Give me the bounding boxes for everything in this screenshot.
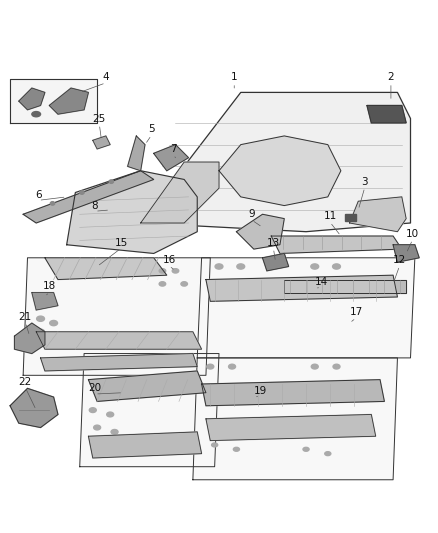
Ellipse shape <box>159 282 166 286</box>
Polygon shape <box>80 353 219 467</box>
Polygon shape <box>206 275 397 301</box>
Polygon shape <box>393 245 419 262</box>
Ellipse shape <box>94 425 101 430</box>
Polygon shape <box>206 415 376 441</box>
Ellipse shape <box>89 408 96 413</box>
Polygon shape <box>41 353 197 371</box>
Text: 2: 2 <box>388 72 394 82</box>
Ellipse shape <box>212 443 218 447</box>
Polygon shape <box>201 379 385 406</box>
Ellipse shape <box>332 264 340 269</box>
Ellipse shape <box>50 201 55 205</box>
Text: 19: 19 <box>254 385 267 395</box>
Polygon shape <box>45 258 167 279</box>
Ellipse shape <box>311 364 318 369</box>
Ellipse shape <box>237 264 245 269</box>
Bar <box>345 214 356 221</box>
Polygon shape <box>32 293 58 310</box>
Polygon shape <box>49 88 88 114</box>
Text: 21: 21 <box>19 312 32 321</box>
Polygon shape <box>350 197 406 232</box>
Ellipse shape <box>333 364 340 369</box>
Ellipse shape <box>107 412 114 417</box>
Polygon shape <box>284 279 406 293</box>
Ellipse shape <box>311 264 319 269</box>
Polygon shape <box>36 332 201 349</box>
Ellipse shape <box>32 111 41 117</box>
Text: 7: 7 <box>170 144 177 154</box>
Polygon shape <box>262 254 289 271</box>
Text: 9: 9 <box>248 209 255 219</box>
Ellipse shape <box>80 191 84 194</box>
Ellipse shape <box>181 282 187 286</box>
Text: 22: 22 <box>19 377 32 387</box>
Polygon shape <box>367 106 406 123</box>
Text: 18: 18 <box>42 281 56 291</box>
Ellipse shape <box>303 447 309 451</box>
Polygon shape <box>127 136 145 171</box>
Polygon shape <box>23 258 210 375</box>
Ellipse shape <box>159 269 166 273</box>
Polygon shape <box>197 258 415 358</box>
Polygon shape <box>88 371 206 401</box>
Text: 8: 8 <box>92 200 98 211</box>
Polygon shape <box>141 92 410 232</box>
Ellipse shape <box>49 320 57 326</box>
Polygon shape <box>10 79 97 123</box>
Text: 16: 16 <box>162 255 176 265</box>
Text: 13: 13 <box>267 238 280 247</box>
Polygon shape <box>154 144 188 171</box>
Text: 12: 12 <box>393 255 406 265</box>
Polygon shape <box>193 358 397 480</box>
Ellipse shape <box>325 451 331 456</box>
Text: 5: 5 <box>148 124 155 134</box>
Polygon shape <box>88 432 201 458</box>
Polygon shape <box>271 236 402 254</box>
Polygon shape <box>219 136 341 206</box>
Ellipse shape <box>37 316 45 321</box>
Text: 6: 6 <box>35 190 42 200</box>
Ellipse shape <box>37 329 45 334</box>
Polygon shape <box>14 323 45 353</box>
Ellipse shape <box>172 269 179 273</box>
Ellipse shape <box>229 364 236 369</box>
Ellipse shape <box>207 364 214 369</box>
Text: 14: 14 <box>314 277 328 287</box>
Ellipse shape <box>215 264 223 269</box>
Polygon shape <box>23 171 154 223</box>
Polygon shape <box>237 214 284 249</box>
Text: 15: 15 <box>114 238 128 247</box>
Ellipse shape <box>109 180 113 183</box>
Text: 3: 3 <box>361 176 368 187</box>
Text: 1: 1 <box>231 72 237 82</box>
Text: 25: 25 <box>93 114 106 124</box>
Ellipse shape <box>233 447 240 451</box>
Polygon shape <box>67 171 197 254</box>
Text: 10: 10 <box>406 229 419 239</box>
Text: 20: 20 <box>88 383 102 393</box>
Ellipse shape <box>54 334 62 339</box>
Polygon shape <box>93 136 110 149</box>
Text: 4: 4 <box>102 72 109 82</box>
Text: 11: 11 <box>323 212 337 221</box>
Polygon shape <box>141 162 219 223</box>
Polygon shape <box>10 389 58 427</box>
Polygon shape <box>19 88 45 110</box>
Text: 17: 17 <box>350 307 363 317</box>
Ellipse shape <box>111 430 118 434</box>
